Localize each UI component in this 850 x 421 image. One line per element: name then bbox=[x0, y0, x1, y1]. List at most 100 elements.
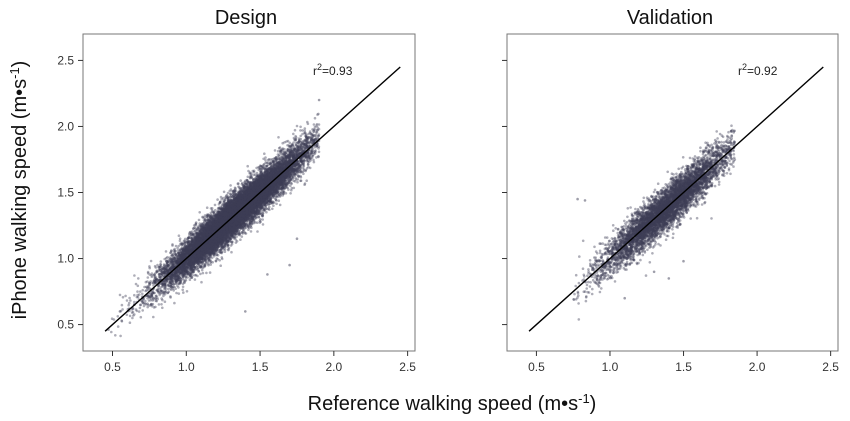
data-point bbox=[216, 198, 219, 201]
data-point bbox=[283, 154, 287, 158]
data-point bbox=[238, 200, 242, 203]
data-point bbox=[303, 183, 306, 186]
data-point bbox=[247, 203, 251, 207]
data-point bbox=[141, 288, 144, 292]
data-point bbox=[226, 212, 230, 216]
data-point bbox=[269, 162, 273, 165]
data-point bbox=[245, 205, 249, 209]
data-point bbox=[252, 210, 255, 214]
data-point bbox=[138, 306, 142, 310]
data-point bbox=[260, 168, 263, 171]
data-point bbox=[231, 211, 234, 214]
panel-title-design: Design bbox=[215, 7, 277, 29]
data-point bbox=[257, 195, 260, 198]
data-point bbox=[211, 221, 214, 225]
data-point bbox=[217, 220, 220, 223]
data-point bbox=[213, 240, 216, 244]
data-point bbox=[246, 199, 250, 202]
data-point bbox=[255, 199, 258, 202]
data-point bbox=[238, 217, 241, 221]
data-point bbox=[163, 267, 167, 271]
data-point bbox=[305, 145, 309, 148]
data-point bbox=[239, 212, 243, 215]
data-point bbox=[144, 299, 147, 303]
data-point bbox=[234, 202, 238, 206]
data-point bbox=[225, 235, 228, 239]
data-point bbox=[268, 180, 271, 183]
data-point bbox=[234, 197, 238, 201]
data-point bbox=[241, 201, 244, 205]
data-point bbox=[224, 204, 228, 208]
data-point bbox=[255, 179, 258, 183]
data-point bbox=[271, 207, 274, 211]
data-point bbox=[273, 173, 277, 177]
data-point bbox=[187, 249, 191, 253]
data-point bbox=[189, 261, 192, 265]
data-point bbox=[199, 240, 202, 244]
data-point bbox=[219, 222, 222, 225]
data-point bbox=[253, 201, 256, 205]
data-point bbox=[289, 192, 292, 195]
data-point bbox=[133, 313, 136, 316]
data-point bbox=[201, 271, 205, 275]
data-point bbox=[118, 293, 122, 297]
data-point bbox=[223, 230, 226, 233]
data-point bbox=[213, 203, 217, 207]
data-point bbox=[193, 278, 197, 281]
data-point bbox=[209, 232, 213, 235]
data-point bbox=[180, 254, 184, 258]
data-point bbox=[241, 203, 245, 206]
data-point bbox=[277, 199, 281, 202]
data-point bbox=[124, 294, 127, 298]
data-point bbox=[289, 177, 293, 181]
data-point bbox=[239, 179, 242, 182]
data-point bbox=[292, 132, 295, 136]
data-point bbox=[217, 243, 220, 247]
data-point bbox=[164, 250, 168, 253]
data-point bbox=[246, 175, 250, 179]
data-point bbox=[177, 292, 181, 295]
data-point bbox=[159, 260, 163, 263]
data-point bbox=[268, 185, 272, 189]
data-point bbox=[221, 212, 225, 215]
data-point bbox=[317, 150, 321, 154]
data-point bbox=[230, 232, 234, 235]
data-point bbox=[232, 209, 235, 213]
panel-design: Design 0.5 1.0 1.5 2.0 2.50.51.01.52.02.5 r2… bbox=[57, 7, 416, 374]
data-point bbox=[254, 189, 257, 193]
data-point bbox=[223, 220, 227, 223]
data-point bbox=[171, 282, 174, 286]
data-point bbox=[277, 166, 281, 170]
data-point bbox=[310, 136, 314, 139]
data-point bbox=[312, 123, 316, 126]
data-point bbox=[223, 233, 226, 236]
data-point bbox=[225, 211, 229, 214]
data-point bbox=[290, 170, 293, 173]
data-point bbox=[260, 186, 263, 190]
data-point bbox=[204, 251, 207, 254]
data-point bbox=[251, 186, 254, 190]
data-point bbox=[192, 256, 196, 260]
data-point bbox=[250, 209, 253, 213]
data-point bbox=[255, 221, 259, 224]
data-point bbox=[205, 235, 209, 239]
data-point bbox=[209, 242, 212, 245]
data-point bbox=[110, 330, 113, 334]
data-point bbox=[223, 250, 227, 253]
data-point bbox=[212, 229, 216, 233]
data-point bbox=[220, 222, 224, 226]
data-point bbox=[263, 152, 266, 155]
data-point bbox=[223, 219, 226, 223]
data-point bbox=[207, 218, 210, 222]
data-point bbox=[188, 278, 192, 282]
data-point bbox=[239, 238, 242, 241]
data-point bbox=[238, 229, 241, 232]
data-point bbox=[213, 234, 216, 238]
data-point bbox=[209, 242, 212, 245]
data-point bbox=[151, 291, 154, 295]
data-point bbox=[261, 191, 265, 194]
data-point bbox=[269, 178, 273, 181]
data-point bbox=[190, 267, 193, 271]
data-point bbox=[184, 264, 188, 267]
data-point bbox=[249, 230, 253, 233]
